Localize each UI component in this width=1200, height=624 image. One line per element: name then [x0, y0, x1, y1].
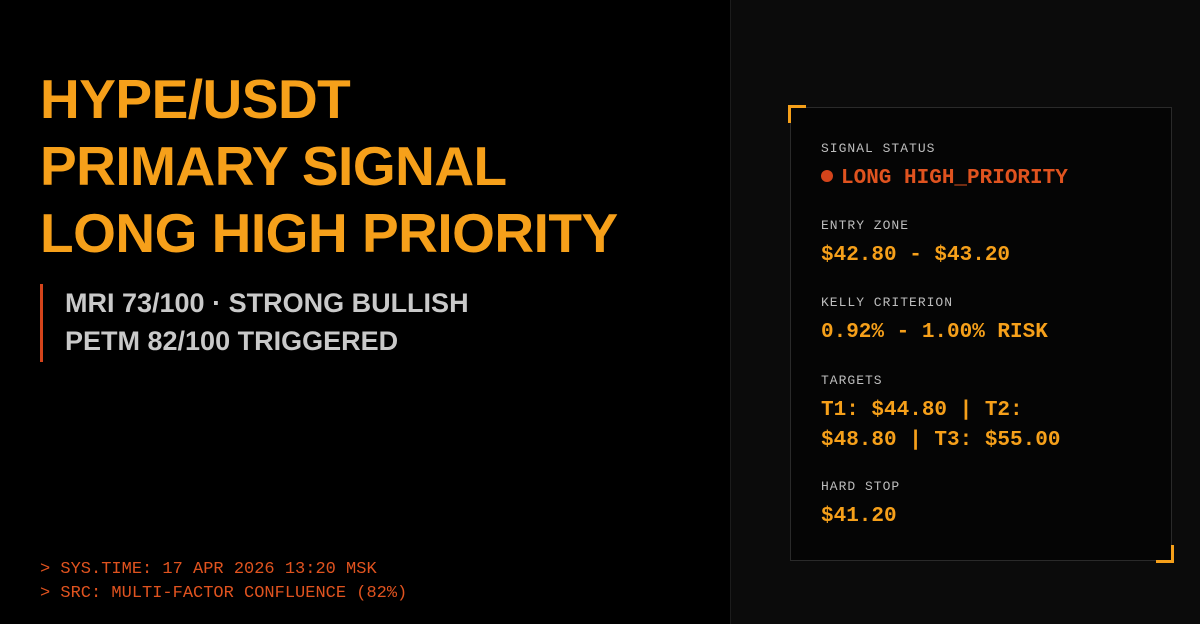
- entry-zone-value: $42.80 - $43.20: [821, 244, 1011, 267]
- corner-bracket-top-left: [788, 105, 806, 123]
- signal-status-value: LONG HIGH_PRIORITY: [841, 167, 1068, 190]
- hard-stop-field: HARD STOP $41.20: [821, 478, 900, 532]
- entry-zone-label: ENTRY ZONE: [821, 218, 910, 233]
- signal-panel: SIGNAL STATUS LONG HIGH_PRIORITY ENTRY Z…: [788, 105, 1174, 563]
- hard-stop-value: $41.20: [821, 505, 897, 528]
- status-dot-icon: [821, 170, 833, 182]
- metrics-block: MRI 73/100 · STRONG BULLISH PETM 82/100 …: [40, 284, 469, 362]
- headline-priority: LONG HIGH PRIORITY: [40, 202, 618, 264]
- signal-status-field: SIGNAL STATUS LONG HIGH_PRIORITY: [821, 140, 1068, 194]
- targets-label: TARGETS: [821, 373, 883, 388]
- kelly-label: KELLY CRITERION: [821, 295, 954, 310]
- sys-time: > SYS.TIME: 17 APR 2026 13:20 MSK: [40, 560, 377, 579]
- targets-line-1: T1: $44.80 | T2:: [821, 399, 1023, 422]
- entry-zone-field: ENTRY ZONE $42.80 - $43.20: [821, 217, 1010, 271]
- headline-signal: PRIMARY SIGNAL: [40, 135, 507, 197]
- petm-metric: PETM 82/100 TRIGGERED: [65, 326, 399, 356]
- mri-metric: MRI 73/100 · STRONG BULLISH: [65, 288, 469, 318]
- corner-bracket-bottom-right: [1156, 545, 1174, 563]
- targets-field: TARGETS T1: $44.80 | T2: $48.80 | T3: $5…: [821, 372, 1060, 456]
- headline-pair: HYPE/USDT: [40, 68, 351, 130]
- system-info: > SYS.TIME: 17 APR 2026 13:20 MSK > SRC:…: [40, 558, 407, 606]
- kelly-value: 0.92% - 1.00% RISK: [821, 321, 1048, 344]
- hard-stop-label: HARD STOP: [821, 479, 901, 494]
- sys-source: > SRC: MULTI-FACTOR CONFLUENCE (82%): [40, 584, 408, 603]
- headline: HYPE/USDT PRIMARY SIGNAL LONG HIGH PRIOR…: [40, 66, 618, 267]
- left-pane: HYPE/USDT PRIMARY SIGNAL LONG HIGH PRIOR…: [40, 66, 619, 606]
- signal-status-value-row: LONG HIGH_PRIORITY: [821, 164, 1068, 194]
- kelly-field: KELLY CRITERION 0.92% - 1.00% RISK: [821, 294, 1048, 348]
- targets-line-2: $48.80 | T3: $55.00: [821, 429, 1061, 452]
- signal-status-label: SIGNAL STATUS: [821, 141, 936, 156]
